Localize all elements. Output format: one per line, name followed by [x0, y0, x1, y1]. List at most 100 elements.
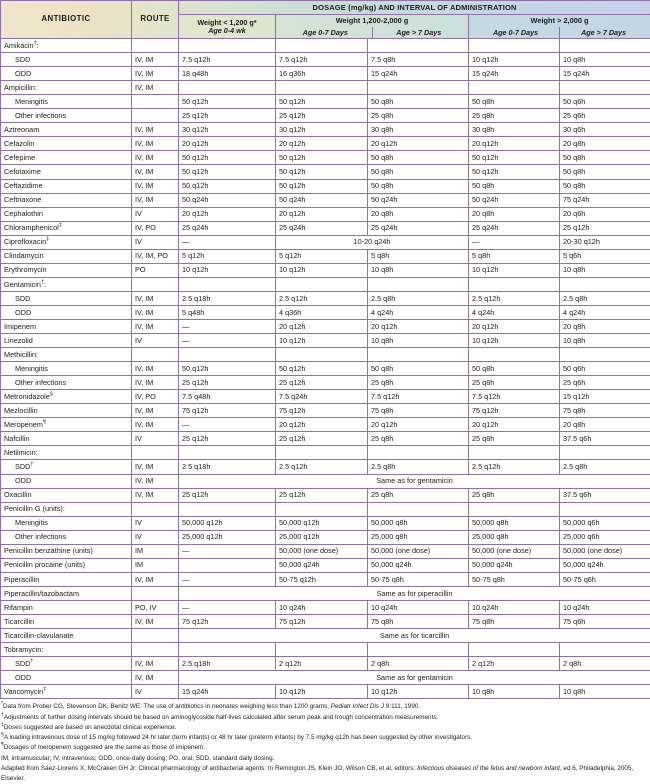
- source-lead: Adapted from Sáez-Llorens X, McCraken GH…: [1, 765, 417, 772]
- dose-cell: 25,000 q12h: [179, 530, 276, 544]
- table-row: Tobramycin:: [1, 643, 650, 657]
- dose-cell: 15 q24h: [368, 67, 469, 81]
- dose-cell: 25,000 q6h: [560, 530, 650, 544]
- dose-cell: 10 q8h: [560, 53, 650, 67]
- footnotes: *Data from Prober CG, Stevenson DK, Beni…: [0, 702, 650, 784]
- dose-cell: 20 q12h: [368, 319, 469, 333]
- dose-cell: 25 q12h: [560, 221, 650, 235]
- route-value: [132, 348, 179, 362]
- dose-cell: 30 q8h: [469, 123, 560, 137]
- dose-cell: 50 q8h: [368, 179, 469, 193]
- dose-cell: 20 q6h: [560, 207, 650, 221]
- dose-cell: 75 q12h: [276, 404, 368, 418]
- dose-cell: 2.5 q8h: [560, 291, 650, 305]
- dose-cell: 50 q24h: [179, 193, 276, 207]
- table-row: Netilmicin:: [1, 446, 650, 460]
- dose-cell: 50,000 q24h: [560, 558, 650, 572]
- dose-cell: 7.5 q8h: [368, 53, 469, 67]
- same-as-note: Same as for piperacillin: [179, 586, 650, 600]
- antibiotic-name: Ceftriaxone: [1, 193, 132, 207]
- table-row: Penicillin benzathine (units)IM—50,000 (…: [1, 544, 650, 558]
- dose-cell: 75 q8h: [368, 614, 469, 628]
- dose-cell: 2 q12h: [276, 657, 368, 671]
- route-value: IV, IM: [132, 305, 179, 319]
- dose-cell: 5 q12h: [276, 249, 368, 263]
- table-row: Ciprofloxacin‡IV—10-20 q24h—20-30 q12h: [1, 235, 650, 249]
- dose-cell: 25 q8h: [469, 376, 560, 390]
- antibiotic-name: Metronidazole§: [1, 390, 132, 404]
- dose-cell: 20 q12h: [276, 137, 368, 151]
- footnote-marker: †: [30, 462, 33, 468]
- dose-cell: [368, 643, 469, 657]
- same-as-note: Same as for gentamicin: [179, 474, 650, 488]
- dose-cell: 18 q48h: [179, 67, 276, 81]
- antibiotic-name: Netilmicin:: [1, 446, 132, 460]
- dose-cell: 50 q24h: [276, 193, 368, 207]
- antibiotic-name: Aztreonam: [1, 123, 132, 137]
- dose-cell: 25 q12h: [179, 109, 276, 123]
- dose-cell: 2.5 q18h: [179, 657, 276, 671]
- dose-cell: 5 q12h: [179, 249, 276, 263]
- footnote-item: §A loading intravenous dose of 15 mg/kg …: [1, 733, 648, 743]
- antibiotic-name: Cephalothin: [1, 207, 132, 221]
- route-value: [132, 586, 179, 600]
- dose-cell: 50 q6h: [560, 95, 650, 109]
- route-value: [132, 629, 179, 643]
- dose-cell: 10 q12h: [368, 685, 469, 699]
- table-row: Gentamicin†:: [1, 277, 650, 291]
- route-value: IV, IM: [132, 67, 179, 81]
- dose-cell: [469, 348, 560, 362]
- route-value: IV: [132, 530, 179, 544]
- dose-cell: 10 q12h: [179, 263, 276, 277]
- route-value: IM: [132, 558, 179, 572]
- antibiotic-name: Mezlocillin: [1, 404, 132, 418]
- dose-cell: 2.5 q12h: [469, 460, 560, 474]
- dose-cell: 30 q6h: [560, 123, 650, 137]
- dose-cell: 50 q12h: [179, 165, 276, 179]
- dose-cell: 50 q12h: [179, 151, 276, 165]
- dose-cell: 7.5 q48h: [179, 390, 276, 404]
- antibiotic-name: Rifampin: [1, 600, 132, 614]
- route-value: IV, IM: [132, 362, 179, 376]
- dose-cell: —: [179, 600, 276, 614]
- dose-cell: 20 q12h: [469, 418, 560, 432]
- dose-cell: 20 q8h: [368, 207, 469, 221]
- dose-cell: [276, 502, 368, 516]
- dose-cell: 50,000 (one dose): [276, 544, 368, 558]
- antibiotic-name: Cefotaxime: [1, 165, 132, 179]
- antibiotic-name: Erythromycin: [1, 263, 132, 277]
- dose-cell: 50-75 q6h: [560, 572, 650, 586]
- antibiotic-name: ODD: [1, 67, 132, 81]
- antibiotic-name: ODD: [1, 474, 132, 488]
- route-value: IV: [132, 685, 179, 699]
- footnote-marker: †: [41, 279, 44, 285]
- route-value: IM: [132, 544, 179, 558]
- dose-cell: 10 q12h: [469, 263, 560, 277]
- dose-cell: 50,000 q12h: [179, 516, 276, 530]
- dose-cell: 50 q12h: [276, 179, 368, 193]
- dose-cell: 2.5 q12h: [276, 460, 368, 474]
- dose-cell: 50 q12h: [276, 165, 368, 179]
- route-value: IV, IM: [132, 474, 179, 488]
- route-value: [132, 109, 179, 123]
- dose-cell: [560, 643, 650, 657]
- dose-cell: 75 q24h: [560, 193, 650, 207]
- dose-cell: —: [179, 319, 276, 333]
- table-row: Methicillin:: [1, 348, 650, 362]
- footnote-marker: §: [50, 391, 53, 397]
- dose-cell: 10 q8h: [368, 334, 469, 348]
